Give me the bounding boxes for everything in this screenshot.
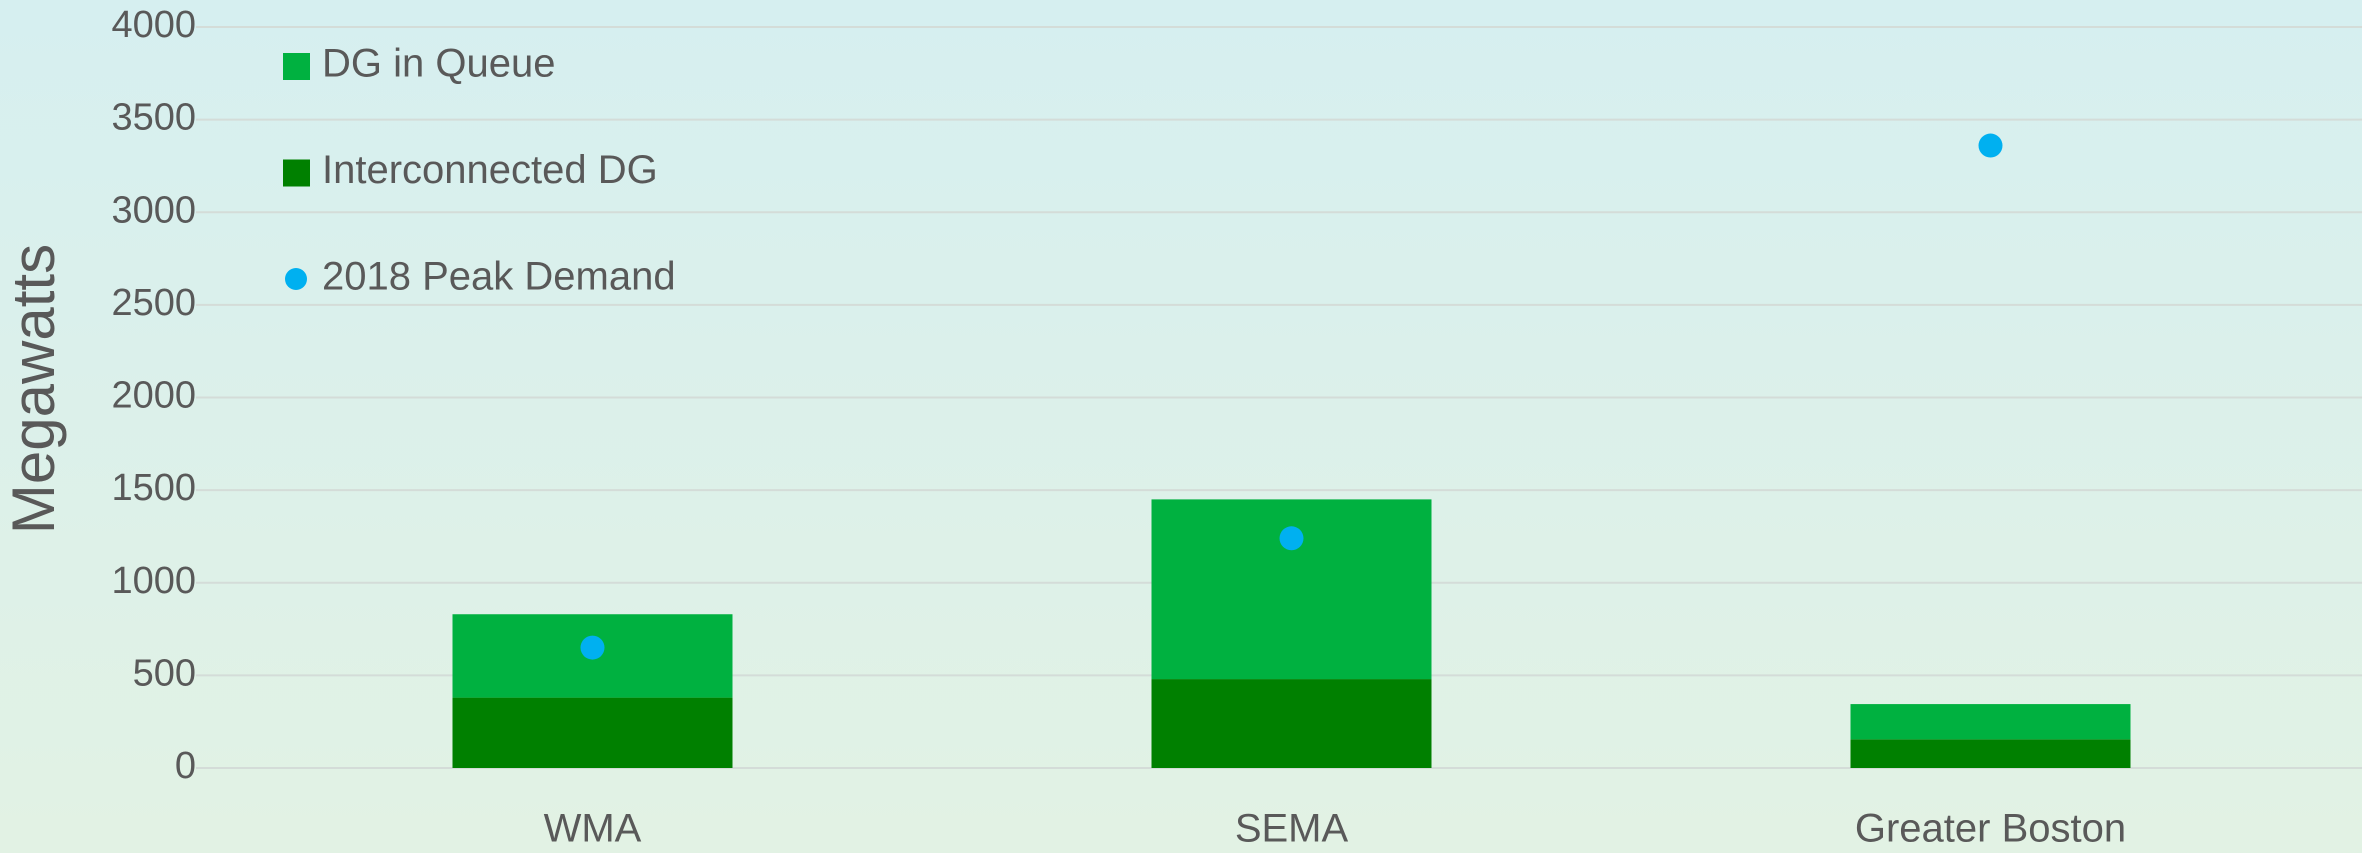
y-tick-label: 3500 [111,97,196,139]
legend-marker [283,53,310,80]
bar-segment [1850,739,2131,768]
y-tick-label: 2500 [111,282,196,324]
y-tick-label: 1000 [111,560,196,602]
peak-dot [580,635,605,660]
legend-label: Interconnected DG [322,148,658,192]
bar-segment [1850,704,2131,740]
y-tick-label: 3000 [111,189,196,231]
legend-marker [285,268,307,290]
legend-label: DG in Queue [322,42,555,86]
peak-dot [1279,526,1304,551]
y-tick-label: 1500 [111,467,196,509]
y-tick-label: 4000 [111,4,196,46]
legend-marker [283,159,310,187]
x-tick-label: WMA [544,807,642,851]
bar-segment [452,697,733,768]
y-tick-label: 2000 [111,375,196,417]
x-tick-label: Greater Boston [1855,807,2126,851]
y-tick-label: 500 [133,652,196,694]
peak-dot [1978,133,2003,158]
y-tick-label: 0 [175,745,196,787]
y-axis-label: Megawatts [0,244,67,534]
legend-label: 2018 Peak Demand [322,255,676,299]
bar-segment [1151,679,1432,768]
x-tick-label: SEMA [1235,807,1349,851]
